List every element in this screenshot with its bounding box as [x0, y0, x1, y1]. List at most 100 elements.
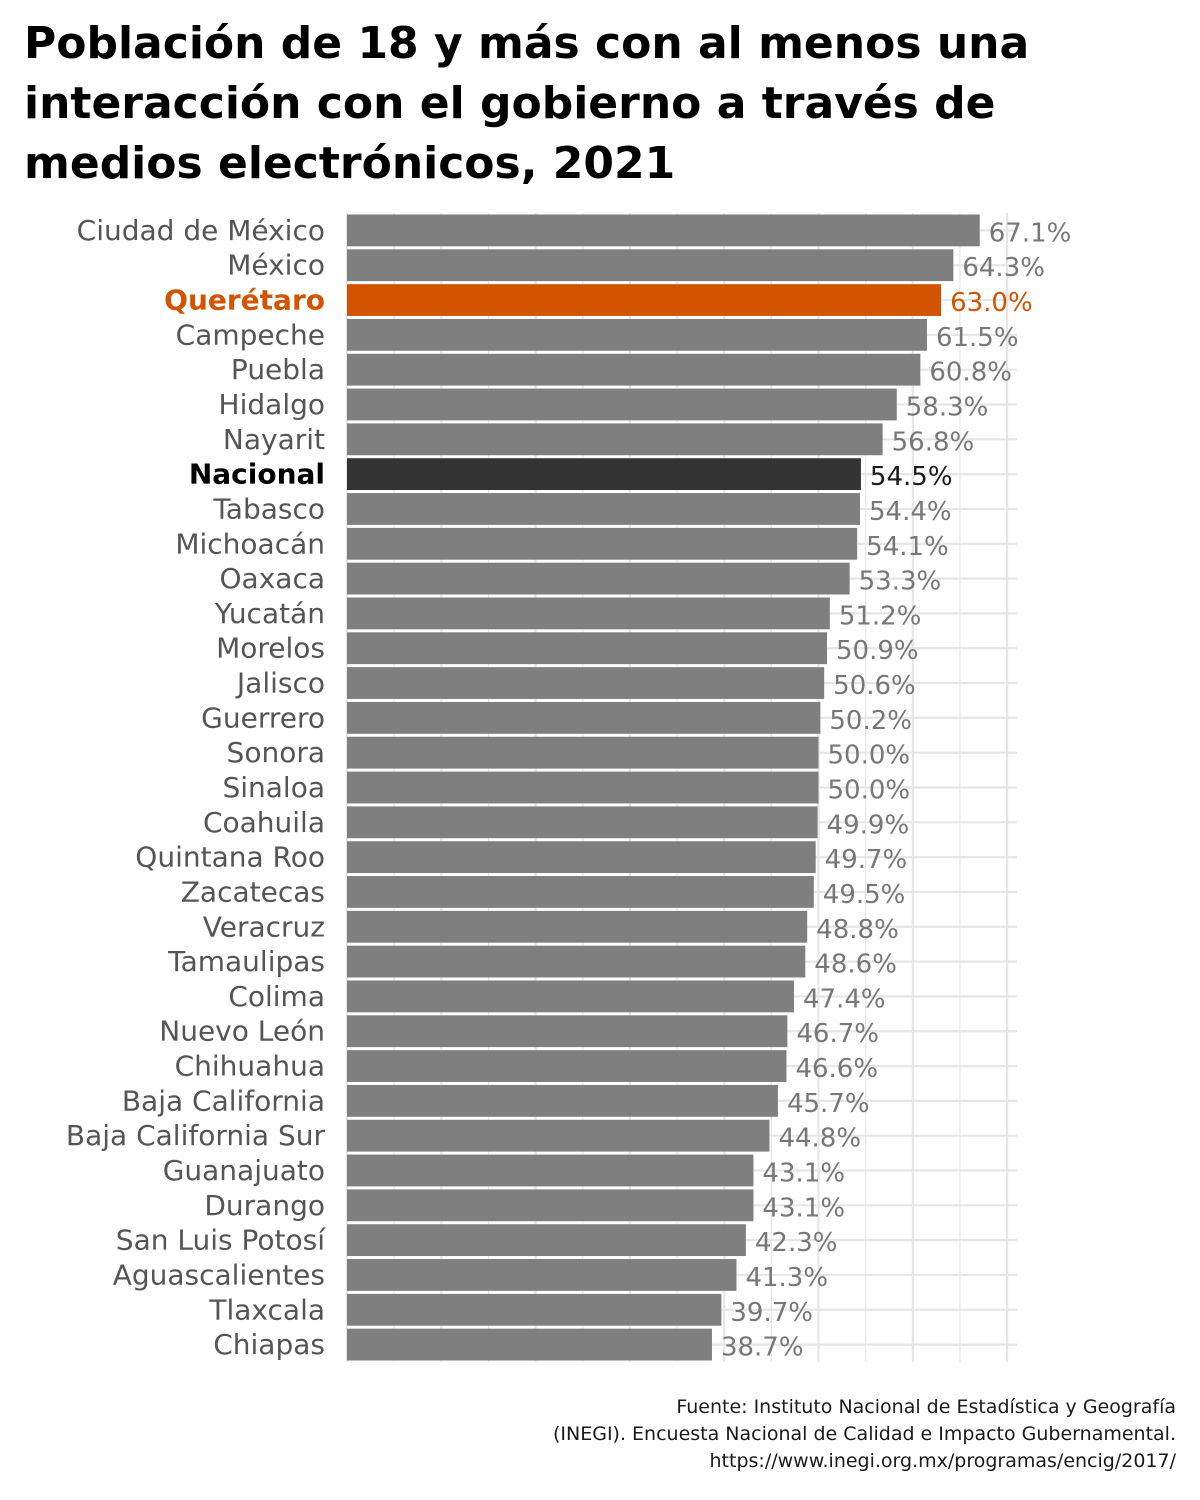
data-label: 50.0% [828, 776, 911, 806]
data-label: 41.3% [745, 1263, 828, 1293]
category-label: Guanajuato [163, 1154, 325, 1187]
category-label: Yucatán [214, 597, 325, 630]
data-label: 49.7% [825, 845, 908, 875]
category-label: Durango [204, 1189, 325, 1222]
category-label: Querétaro [164, 284, 325, 317]
bar [347, 876, 814, 908]
bars [347, 214, 980, 1361]
category-label: Ciudad de México [77, 214, 325, 247]
data-label: 48.6% [814, 950, 897, 980]
data-label: 54.5% [870, 462, 953, 492]
data-label: 50.2% [829, 706, 912, 736]
category-label: Michoacán [175, 527, 325, 560]
data-label: 53.3% [859, 567, 942, 597]
data-label: 51.2% [839, 601, 922, 631]
bar [347, 388, 897, 421]
bar [347, 841, 816, 874]
chart-title: Población de 18 y más con al menos una i… [24, 18, 1030, 189]
category-label: Aguascalientes [113, 1258, 325, 1291]
source-line-2: (INEGI). Encuesta Nacional de Calidad e … [552, 1423, 1176, 1445]
data-label: 42.3% [755, 1228, 838, 1258]
category-label: Sinaloa [222, 771, 325, 804]
data-label: 61.5% [936, 323, 1019, 353]
category-label: Jalisco [235, 667, 325, 700]
category-label: Zacatecas [181, 875, 325, 908]
bar [347, 736, 819, 769]
data-label: 50.0% [828, 741, 911, 771]
category-label: Quintana Roo [135, 841, 325, 874]
bar [347, 1259, 737, 1291]
category-label: Oaxaca [220, 562, 325, 595]
bar [347, 249, 954, 282]
bar [347, 214, 980, 247]
category-label: Campeche [176, 318, 325, 351]
data-label: 54.1% [866, 532, 949, 562]
bar [347, 562, 850, 595]
category-label: Tamaulipas [167, 945, 325, 978]
data-label: 60.8% [929, 358, 1012, 388]
category-label: Puebla [231, 353, 325, 386]
data-label: 38.7% [721, 1333, 804, 1363]
data-label: 43.1% [762, 1193, 845, 1223]
bar [347, 458, 861, 491]
category-label: Chiapas [213, 1328, 325, 1361]
bar [347, 493, 860, 525]
data-label: 46.7% [796, 1019, 879, 1049]
category-label: Chihuahua [175, 1050, 325, 1083]
source-note: Fuente: Instituto Nacional de Estadístic… [276, 1394, 1176, 1475]
category-label: San Luis Potosí [116, 1224, 326, 1257]
category-label: Coahuila [203, 806, 325, 839]
source-line-1: Fuente: Instituto Nacional de Estadístic… [676, 1396, 1176, 1418]
bar [347, 701, 821, 734]
data-label: 67.1% [989, 218, 1072, 248]
category-label: Baja California Sur [66, 1119, 326, 1152]
data-label: 48.8% [816, 915, 899, 945]
category-label: Sonora [227, 736, 325, 769]
bar [347, 1189, 754, 1222]
bar [347, 1328, 712, 1361]
data-label: 64.3% [962, 253, 1045, 283]
data-label: 49.9% [827, 810, 910, 840]
bar [347, 1015, 788, 1048]
value-labels: 67.1% 64.3% 63.0% 61.5% 60.8% 58.3% 56.8% 54.5%… [721, 218, 1071, 1362]
data-label: 46.6% [795, 1054, 878, 1084]
bar [347, 771, 819, 804]
category-label: Colima [228, 980, 325, 1013]
bar [347, 318, 927, 351]
bar [347, 1154, 754, 1187]
bar [347, 1224, 746, 1257]
bar [347, 632, 827, 665]
category-label: Morelos [216, 632, 325, 665]
category-label: Nayarit [223, 423, 325, 456]
bar [347, 1119, 770, 1152]
category-label: Guerrero [201, 701, 325, 734]
data-label: 39.7% [730, 1298, 813, 1328]
bar [347, 597, 830, 630]
category-label: Nuevo León [159, 1015, 325, 1048]
data-label: 43.1% [762, 1159, 845, 1189]
data-label: 58.3% [906, 393, 989, 423]
bar [347, 423, 883, 456]
category-label: Tabasco [212, 492, 325, 525]
bar [347, 1050, 787, 1082]
data-label: 50.6% [833, 671, 916, 701]
data-label: 44.8% [778, 1124, 861, 1154]
source-line-3: https://www.inegi.org.mx/programas/encig… [709, 1450, 1176, 1472]
bar [347, 667, 825, 699]
bar [347, 910, 808, 943]
category-labels: Ciudad de MéxicoMéxicoQuerétaroCampecheP… [66, 214, 326, 1361]
bar [347, 980, 794, 1013]
data-label: 50.9% [836, 636, 919, 666]
data-label: 49.5% [823, 880, 906, 910]
category-label: Hidalgo [219, 388, 325, 421]
bar [347, 353, 921, 386]
data-label: 54.4% [869, 497, 952, 527]
bar [347, 527, 858, 560]
bar [347, 1293, 722, 1326]
category-label: Nacional [189, 458, 325, 491]
bar [347, 284, 942, 316]
bar [347, 945, 806, 978]
bar [347, 806, 818, 839]
bar [347, 1084, 778, 1117]
